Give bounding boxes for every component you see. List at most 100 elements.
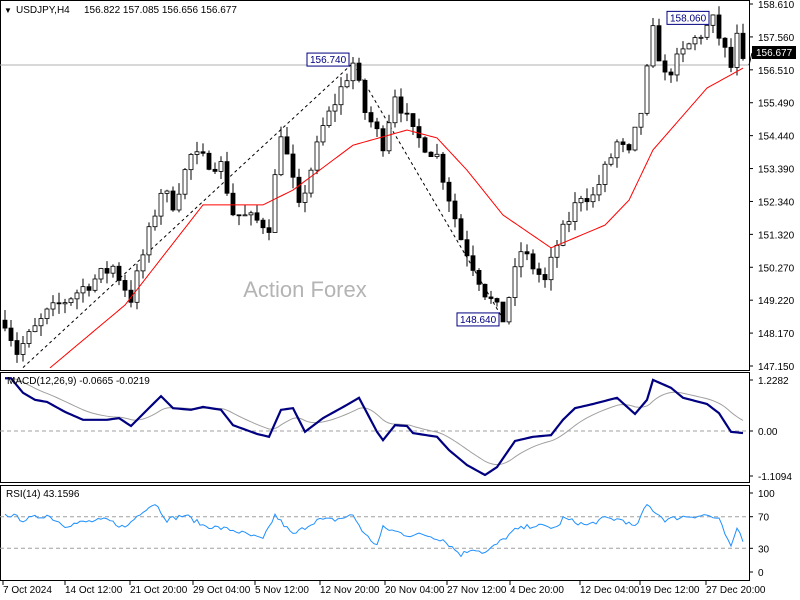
bear-candle	[530, 253, 536, 270]
bear-candle	[230, 192, 236, 216]
price-annotation-box	[666, 10, 710, 25]
macd-tick-label: -1.1094	[758, 472, 792, 483]
bull-candle	[278, 136, 284, 176]
bear-candle	[8, 327, 14, 341]
price-tick-label: 154.440	[758, 132, 795, 143]
bull-candle	[164, 190, 170, 194]
bull-candle	[386, 122, 392, 152]
bear-candle	[266, 227, 272, 233]
bear-candle	[206, 152, 212, 170]
bull-candle	[704, 24, 710, 38]
bull-candle	[578, 198, 584, 204]
bear-candle	[398, 96, 404, 114]
bull-candle	[176, 193, 182, 211]
macd-tick-label: 0.00	[758, 427, 778, 438]
time-tick-label: 14 Oct 12:00	[65, 585, 123, 596]
bear-candle	[404, 112, 410, 115]
bull-candle	[560, 223, 566, 246]
bull-candle	[62, 302, 68, 305]
bull-candle	[332, 104, 338, 112]
bear-candle	[470, 255, 476, 271]
bull-candle	[98, 268, 104, 280]
bull-candle	[434, 153, 440, 157]
bear-candle	[422, 137, 428, 153]
time-tick-label: 27 Dec 20:00	[706, 585, 766, 596]
bull-candle	[692, 37, 698, 45]
bear-candle	[476, 270, 482, 285]
bull-candle	[50, 302, 56, 310]
bull-candle	[338, 86, 344, 106]
bull-candle	[302, 192, 308, 203]
bear-candle	[254, 212, 260, 221]
moving-average-line	[49, 67, 744, 369]
time-tick-label: 20 Nov 04:00	[385, 585, 445, 596]
bear-candle	[296, 176, 302, 203]
price-annotation-label: 148.640	[460, 315, 497, 326]
bull-candle	[272, 174, 278, 233]
bull-candle	[146, 226, 152, 256]
bear-candle	[416, 126, 422, 139]
bull-candle	[512, 266, 518, 298]
bull-candle	[698, 36, 704, 39]
bear-candle	[14, 340, 20, 355]
bull-candle	[20, 343, 26, 355]
bull-candle	[134, 270, 140, 303]
bear-candle	[524, 251, 530, 255]
ohlc-readout: 156.822 157.085 156.656 156.677	[84, 5, 237, 16]
price-annotation-label: 158.060	[670, 13, 707, 24]
bear-candle	[200, 151, 206, 154]
bear-candle	[662, 60, 668, 73]
bear-candle	[500, 301, 506, 323]
bear-candle	[722, 37, 728, 48]
time-tick-label: 19 Dec 12:00	[640, 585, 700, 596]
bull-candle	[674, 53, 680, 76]
bull-candle	[518, 251, 524, 268]
bull-candle	[74, 292, 80, 300]
bull-candle	[80, 286, 86, 294]
price-tick-label: 155.490	[758, 99, 795, 110]
bear-candle	[440, 153, 446, 183]
bull-candle	[602, 163, 608, 185]
bull-candle	[392, 96, 398, 124]
bull-candle	[350, 62, 356, 82]
bear-candle	[362, 79, 368, 113]
price-tick-label: 152.340	[758, 197, 795, 208]
bull-candle	[248, 212, 254, 216]
bull-candle	[110, 265, 116, 274]
bull-candle	[554, 244, 560, 258]
price-annotation-box	[306, 52, 350, 67]
price-tick-label: 157.560	[758, 33, 795, 44]
rsi-tick-label: 70	[758, 513, 770, 524]
collapse-triangle-icon[interactable]: ▼	[4, 6, 12, 15]
bear-candle	[494, 298, 500, 303]
bull-candle	[26, 331, 32, 344]
current-price-box	[752, 46, 796, 59]
bear-candle	[236, 214, 242, 217]
bull-candle	[92, 278, 98, 291]
macd-title: MACD(12,26,9) -0.0665 -0.0219	[7, 376, 150, 387]
macd-signal-line	[5, 377, 744, 466]
time-tick-label: 27 Nov 12:00	[447, 585, 507, 596]
time-tick-label: 4 Dec 20:00	[510, 585, 564, 596]
current-price-label: 156.677	[756, 48, 793, 59]
bull-candle	[44, 308, 50, 319]
bear-candle	[122, 280, 128, 291]
bull-candle	[632, 126, 638, 151]
bear-candle	[668, 71, 674, 76]
rsi-tick-label: 100	[758, 489, 775, 500]
time-tick-label: 29 Oct 04:00	[193, 585, 251, 596]
price-tick-label: 153.390	[758, 165, 795, 176]
bull-candle	[680, 48, 686, 55]
price-tick-label: 151.320	[758, 230, 795, 241]
rsi-tick-label: 30	[758, 544, 770, 555]
bear-candle	[368, 112, 374, 123]
bear-candle	[380, 128, 386, 152]
bull-candle	[596, 184, 602, 196]
bull-candle	[182, 169, 188, 195]
bull-candle	[188, 154, 194, 171]
bear-candle	[458, 218, 464, 241]
bull-candle	[686, 43, 692, 50]
bear-candle	[488, 296, 494, 299]
